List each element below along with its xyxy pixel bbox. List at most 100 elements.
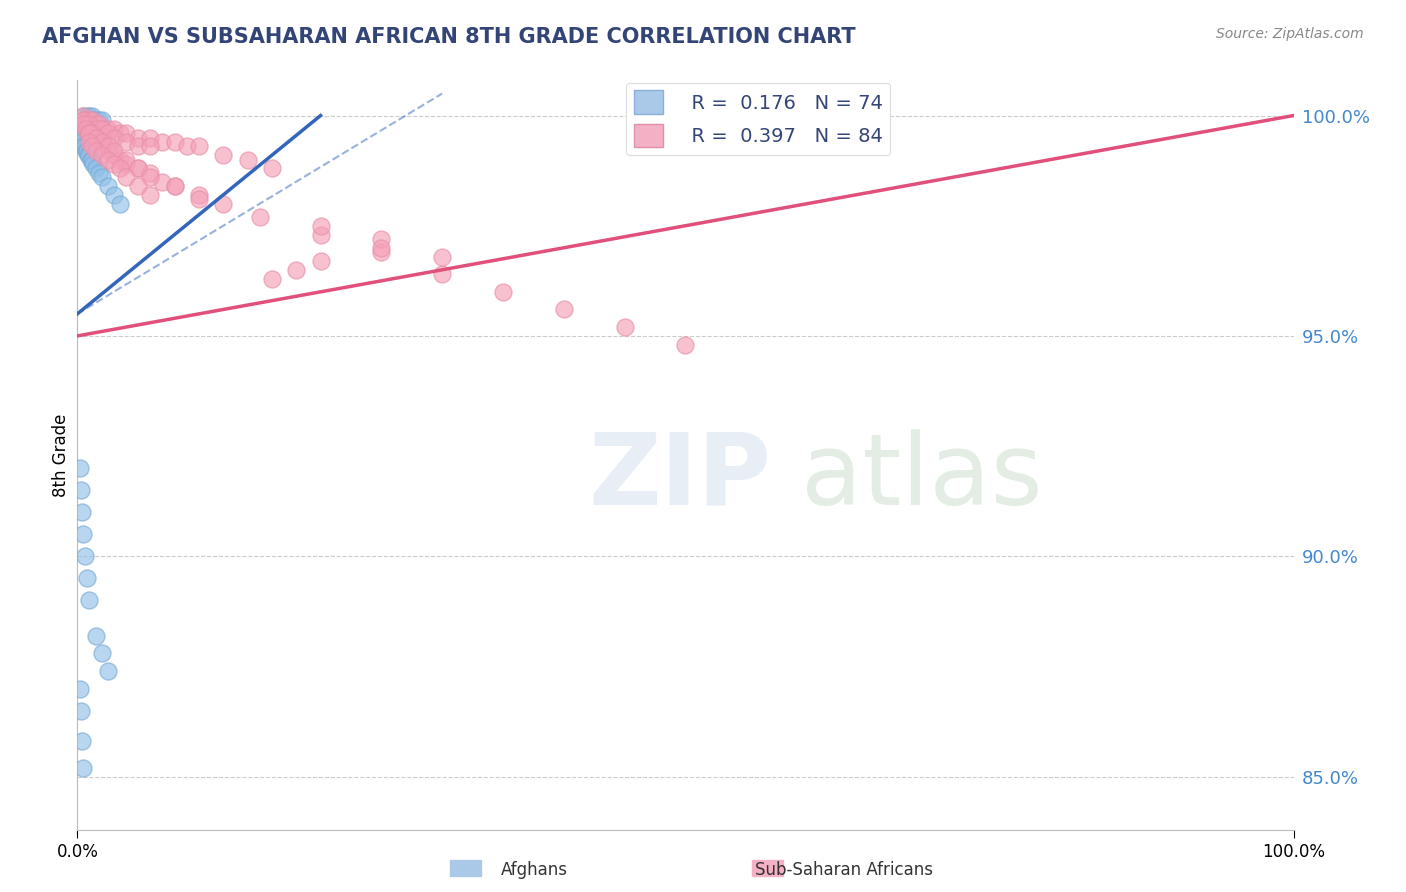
- Point: [75, 135, 97, 149]
- Point: [97, 126, 120, 140]
- Point: [90, 121, 112, 136]
- Point: [72, 109, 94, 123]
- Point: [70, 135, 93, 149]
- Point: [97, 153, 120, 167]
- Point: [139, 187, 162, 202]
- Point: [370, 232, 392, 246]
- Point: [236, 153, 259, 167]
- Point: [103, 148, 125, 162]
- Point: [430, 250, 453, 264]
- Point: [90, 646, 112, 660]
- Point: [97, 144, 120, 158]
- Point: [75, 117, 97, 131]
- Point: [77, 117, 100, 131]
- Point: [115, 126, 138, 140]
- Point: [127, 139, 149, 153]
- Point: [80, 139, 103, 153]
- Point: [89, 121, 111, 136]
- Point: [79, 148, 101, 162]
- Point: [212, 196, 235, 211]
- Point: [76, 571, 98, 585]
- Point: [72, 527, 94, 541]
- Point: [103, 130, 125, 145]
- Point: [76, 135, 98, 149]
- Point: [89, 166, 111, 180]
- Point: [70, 505, 93, 519]
- Point: [76, 109, 98, 123]
- Point: [285, 262, 308, 277]
- Point: [152, 175, 174, 189]
- Point: [127, 161, 149, 176]
- Point: [94, 126, 117, 140]
- Point: [72, 112, 94, 127]
- Point: [70, 130, 93, 145]
- Point: [93, 139, 115, 153]
- Point: [163, 135, 186, 149]
- Point: [97, 139, 120, 153]
- Text: AFGHAN VS SUBSAHARAN AFRICAN 8TH GRADE CORRELATION CHART: AFGHAN VS SUBSAHARAN AFRICAN 8TH GRADE C…: [42, 27, 856, 46]
- Point: [249, 210, 271, 224]
- Point: [82, 121, 104, 136]
- Point: [83, 135, 105, 149]
- Point: [108, 161, 131, 176]
- Point: [115, 170, 138, 185]
- Point: [72, 121, 94, 136]
- Point: [90, 148, 112, 162]
- Point: [103, 121, 125, 136]
- Point: [127, 161, 149, 176]
- Point: [492, 285, 515, 299]
- Point: [127, 179, 149, 194]
- Point: [75, 126, 97, 140]
- Point: [97, 664, 120, 678]
- Point: [103, 144, 125, 158]
- Point: [72, 117, 94, 131]
- Point: [77, 139, 100, 153]
- Point: [84, 144, 107, 158]
- Point: [139, 130, 162, 145]
- Point: [188, 192, 211, 206]
- Text: Afghans: Afghans: [501, 861, 568, 879]
- Point: [430, 267, 453, 281]
- Text: ZIP: ZIP: [588, 429, 770, 526]
- Text: Source: ZipAtlas.com: Source: ZipAtlas.com: [1216, 27, 1364, 41]
- Point: [84, 121, 107, 136]
- Point: [82, 112, 104, 127]
- Point: [72, 112, 94, 127]
- Point: [75, 121, 97, 136]
- Point: [79, 117, 101, 131]
- Point: [70, 121, 93, 136]
- Point: [72, 139, 94, 153]
- Point: [309, 219, 332, 233]
- Point: [163, 179, 186, 194]
- Point: [309, 254, 332, 268]
- Point: [97, 121, 120, 136]
- Point: [309, 227, 332, 242]
- Legend:   R =  0.176   N = 74,   R =  0.397   N = 84: R = 0.176 N = 74, R = 0.397 N = 84: [626, 82, 890, 155]
- Point: [80, 130, 103, 145]
- Point: [115, 157, 138, 171]
- Point: [188, 139, 211, 153]
- Point: [73, 126, 96, 140]
- Point: [76, 144, 98, 158]
- Point: [79, 139, 101, 153]
- Point: [90, 121, 112, 136]
- Point: [70, 117, 93, 131]
- Point: [73, 549, 96, 564]
- Point: [79, 112, 101, 127]
- Point: [84, 130, 107, 145]
- Point: [97, 179, 120, 194]
- Point: [188, 187, 211, 202]
- Point: [80, 109, 103, 123]
- Point: [70, 135, 93, 149]
- Point: [80, 139, 103, 153]
- Point: [176, 139, 198, 153]
- Point: [80, 153, 103, 167]
- Point: [80, 117, 103, 131]
- Point: [260, 271, 283, 285]
- Point: [370, 241, 392, 255]
- Point: [103, 157, 125, 171]
- Point: [91, 126, 114, 140]
- Point: [370, 245, 392, 260]
- Point: [90, 135, 112, 149]
- Point: [139, 166, 162, 180]
